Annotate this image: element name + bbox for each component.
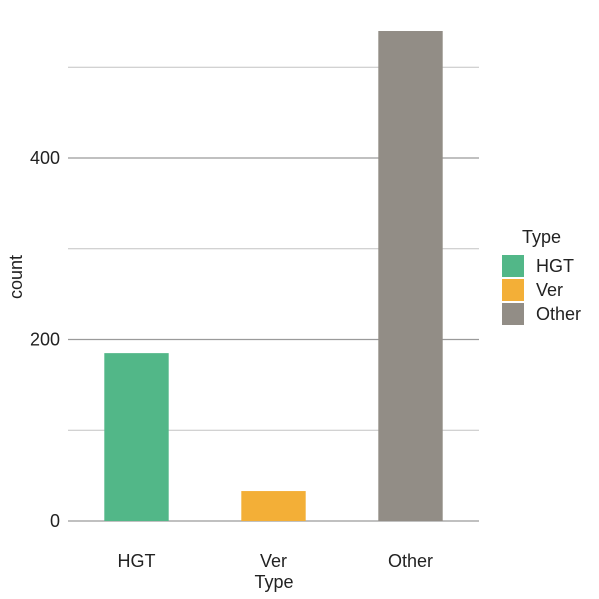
bar-hgt (104, 353, 169, 521)
legend-label: Other (536, 304, 581, 324)
x-tick-label: Ver (260, 551, 287, 571)
legend-key-ver (502, 279, 524, 301)
bars-layer (104, 31, 443, 521)
x-axis-title: Type (254, 572, 293, 592)
legend-key-other (502, 303, 524, 325)
y-tick-label: 0 (50, 511, 60, 531)
x-tick-label: Other (388, 551, 433, 571)
legend-label: Ver (536, 280, 563, 300)
legend-title: Type (522, 227, 561, 247)
x-tick-label: HGT (118, 551, 156, 571)
y-axis-title: count (6, 255, 26, 299)
legend-label: HGT (536, 256, 574, 276)
y-tick-label: 400 (30, 148, 60, 168)
bar-ver (241, 491, 306, 521)
legend-key-hgt (502, 255, 524, 277)
legend: Type HGT Ver Other (502, 227, 581, 325)
y-tick-label: 200 (30, 330, 60, 350)
axis-layer: 0 200 400 HGT Ver Other (30, 148, 433, 571)
bar-other (378, 31, 443, 521)
